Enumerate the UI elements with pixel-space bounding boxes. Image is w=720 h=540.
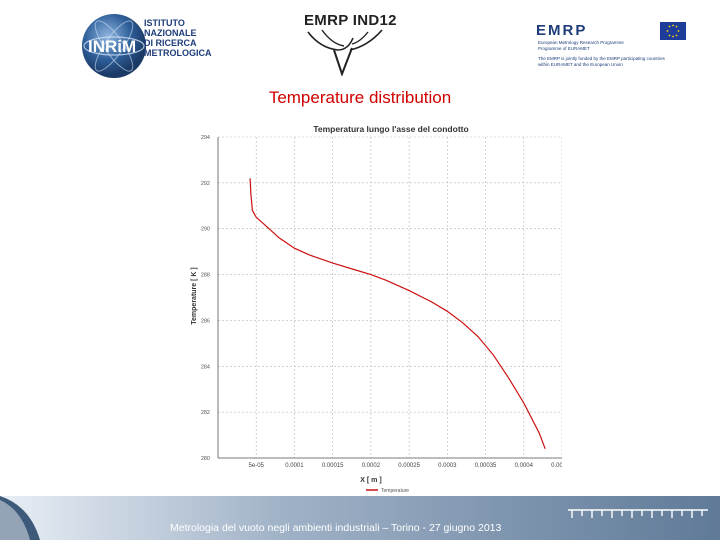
- emrp-ind12-text: EMRP IND12: [304, 12, 397, 29]
- x-tick-label: 0.00015: [322, 463, 344, 469]
- inrim-line-3: DI RICERCA: [144, 38, 197, 48]
- emrp-word: EMRP: [536, 22, 588, 39]
- inrim-line-2: NAZIONALE: [144, 28, 197, 38]
- y-tick-label: 284: [201, 364, 210, 370]
- series-line-temperature: [249, 178, 546, 450]
- footer-ruler-graphic: [568, 509, 708, 518]
- x-tick-label: 0.0003: [438, 463, 457, 469]
- footer-swoosh: [0, 496, 40, 540]
- x-tick-label: 0.00045: [551, 463, 562, 469]
- y-tick-label: 282: [201, 410, 210, 416]
- chart-x-axis-label: X [ m ]: [360, 477, 381, 484]
- y-tick-label: 288: [201, 273, 210, 279]
- chart-grid: [218, 136, 562, 459]
- footer-text: Metrologia del vuoto negli ambienti indu…: [170, 522, 502, 534]
- footer-band: [0, 496, 720, 540]
- emrp-line-1: European Metrology Research Programme: [538, 40, 624, 45]
- x-tick-label: 0.00035: [475, 463, 497, 469]
- x-tick-label: 0.0002: [362, 463, 381, 469]
- y-tick-label: 286: [201, 318, 210, 324]
- x-tick-label: 0.0004: [515, 463, 534, 469]
- chart-title: Temperatura lungo l'asse del condotto: [313, 124, 468, 134]
- y-tick-label: 294: [201, 135, 210, 141]
- legend-label: Temperature: [381, 488, 409, 494]
- x-tick-label: 5e-05: [249, 463, 265, 469]
- emrp-logo: EMRP European Metrology Research Program…: [536, 22, 696, 72]
- chart-y-axis-label: Temperature [ K ]: [191, 267, 198, 324]
- inrim-mark: INRiM: [88, 37, 137, 56]
- x-tick-label: 0.00025: [398, 463, 420, 469]
- inrim-logo: INRiM ISTITUTO NAZIONALE DI RICERCA METR…: [74, 8, 212, 88]
- chart-svg: Temperatura lungo l'asse del condotto Te…: [191, 124, 562, 494]
- eu-flag-icon: [660, 22, 686, 40]
- emrp-ind12-logo: EMRP IND12: [298, 10, 398, 76]
- inrim-line-4: METROLOGICA: [144, 48, 212, 58]
- slide-title: Temperature distribution: [268, 88, 452, 107]
- chart-series: [249, 178, 546, 450]
- inrim-line-1: ISTITUTO: [144, 18, 185, 28]
- plot-area: [218, 137, 562, 458]
- y-tick-label: 280: [201, 456, 210, 462]
- emrp-line-2: Programme of EURAMET: [538, 46, 590, 51]
- y-tick-label: 292: [201, 181, 210, 187]
- emrp-note-2: within EURAMET and the European Union: [538, 62, 623, 67]
- chart-axes: 5e-05 0.0001 0.00015 0.0002 0.00025 0.0003 0.0…: [201, 135, 562, 469]
- temperature-chart: Temperatura lungo l'asse del condotto Te…: [186, 121, 562, 497]
- x-tick-label: 0.0001: [285, 463, 304, 469]
- emrp-note-1: The EMRP is jointly funded by the EMRP p…: [538, 56, 665, 61]
- y-tick-label: 290: [201, 227, 210, 233]
- chart-legend: Temperature: [366, 488, 409, 494]
